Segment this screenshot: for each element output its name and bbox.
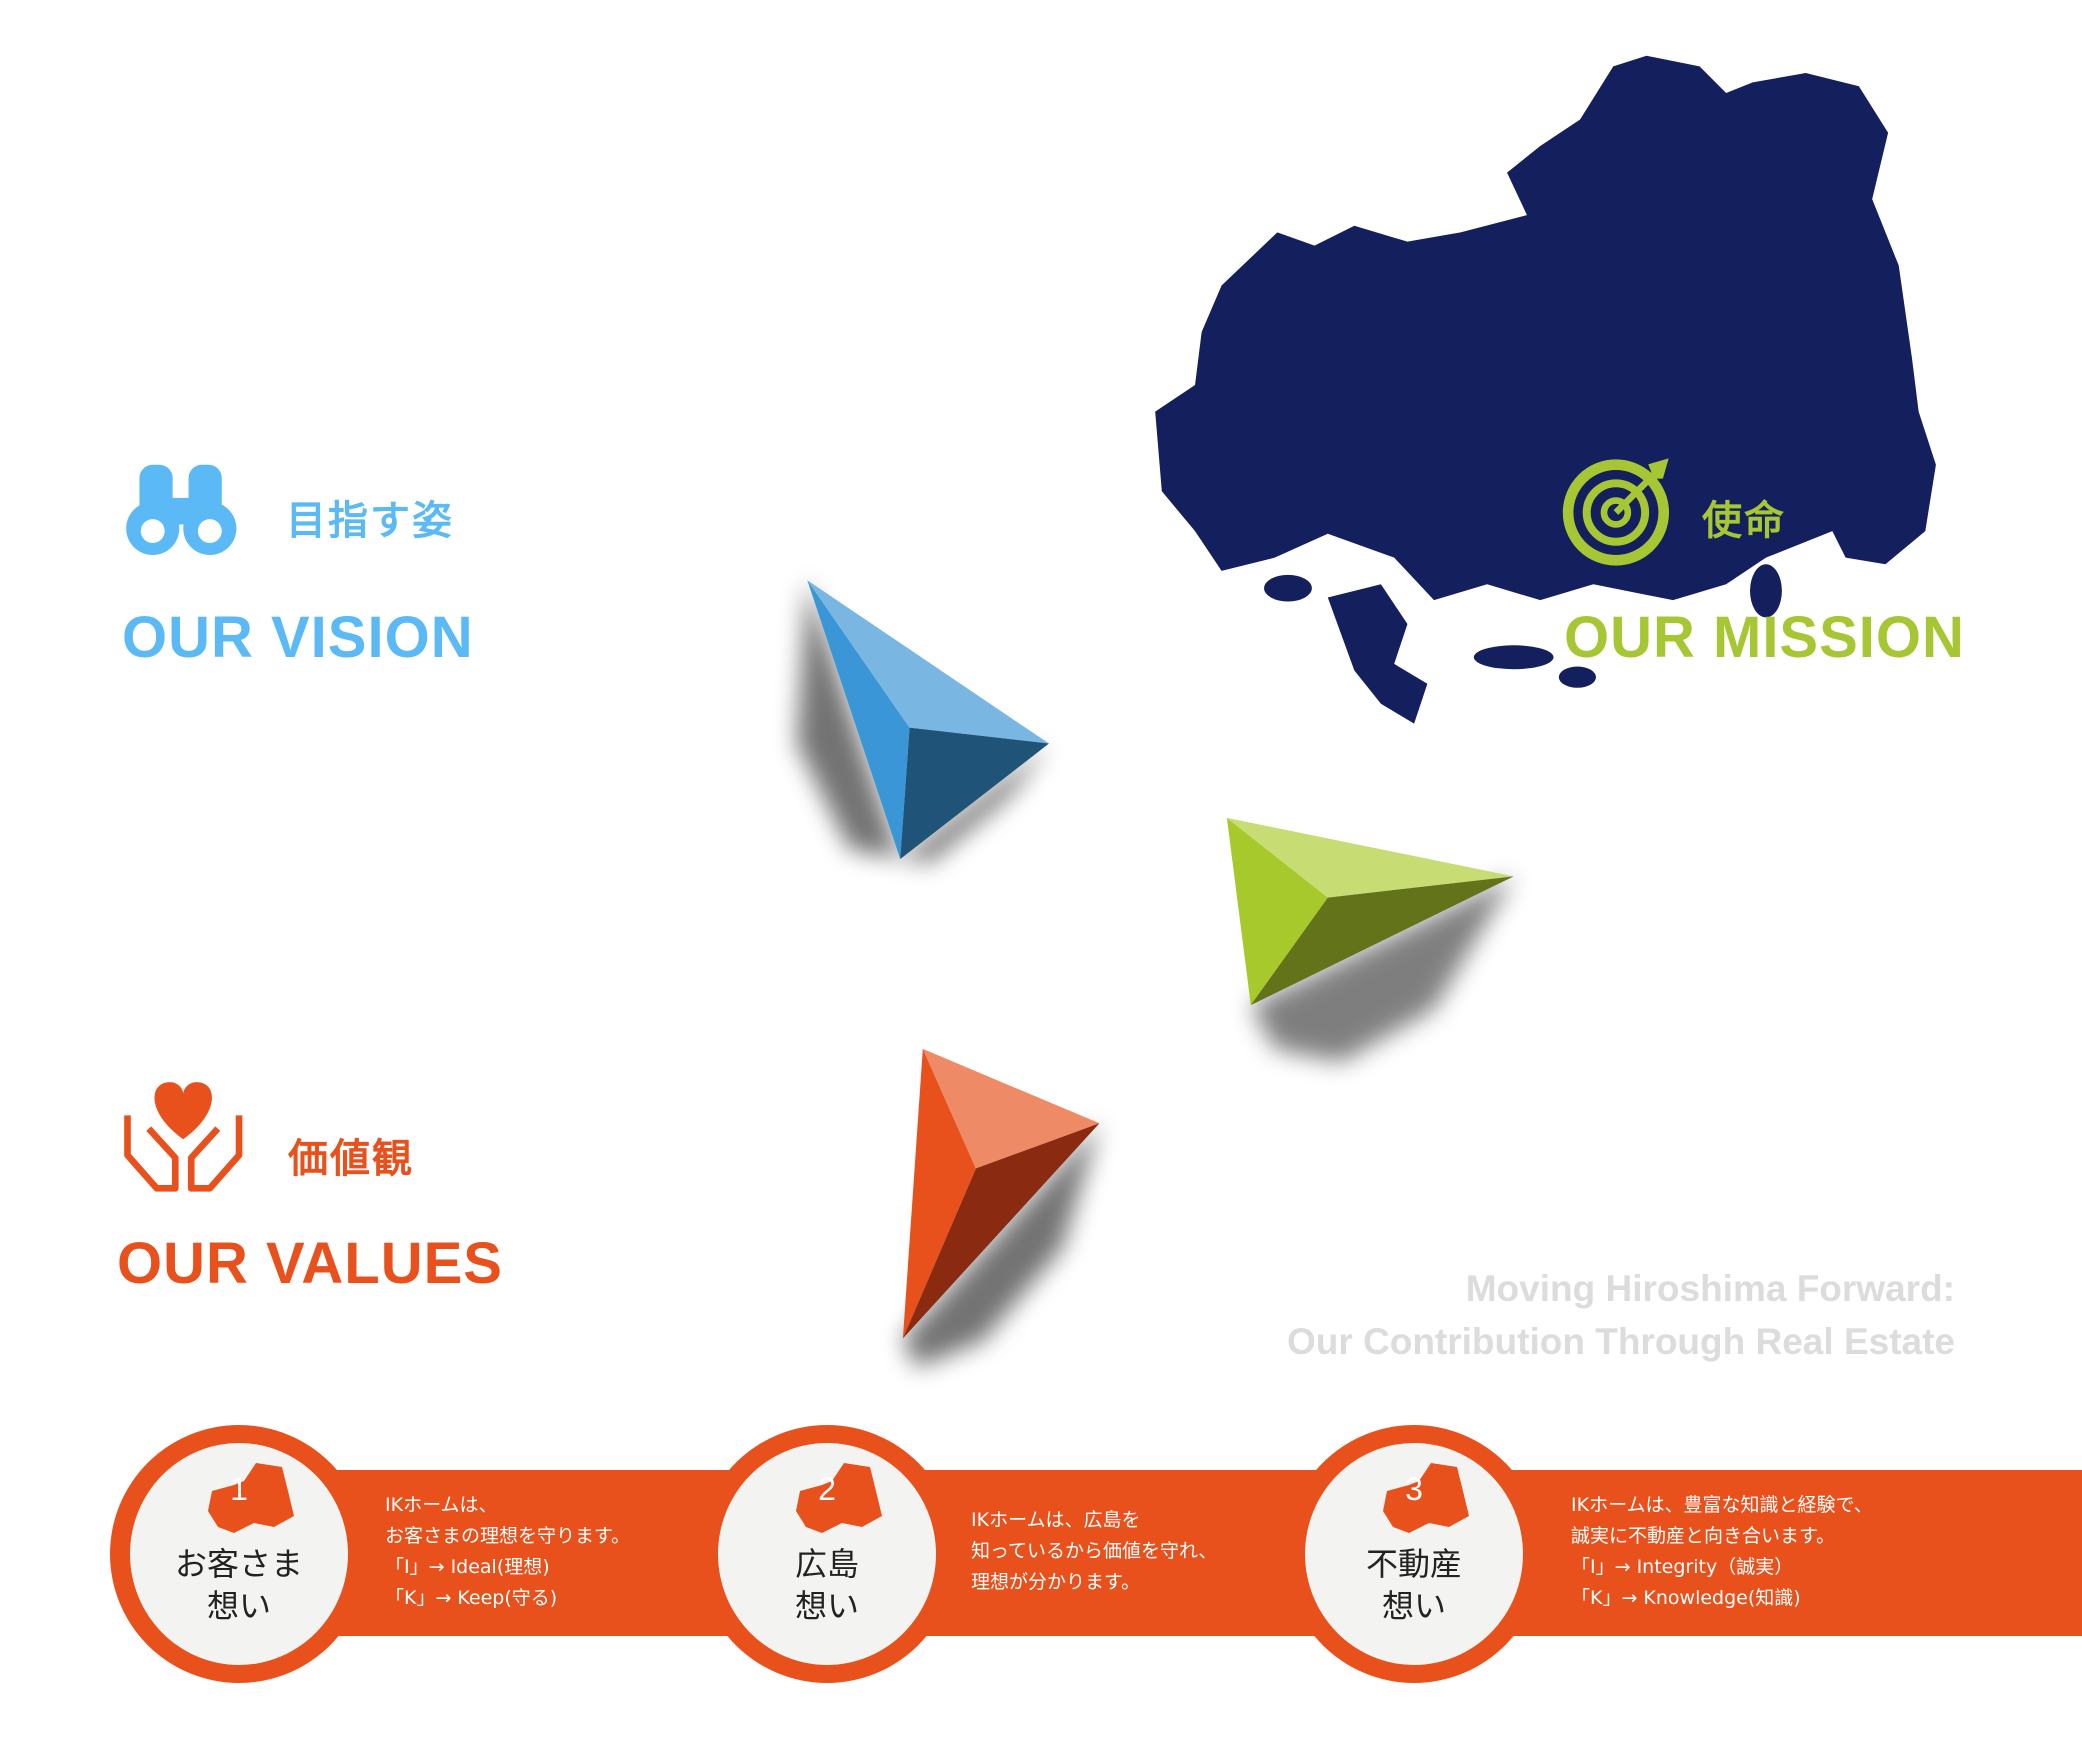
values-band [239,1470,2082,1636]
value-item-2-badge: 2 広島想い [698,1425,956,1683]
pyramid-orange [902,1048,1100,1368]
value-subtitle: 想い [1381,1587,1446,1625]
binoculars-icon [126,464,237,556]
desc-line: 誠実に不動産と向き合います。 [1571,1525,1836,1547]
desc-line: 理想が分かります。 [971,1571,1141,1593]
vision-en-heading: OUR VISION [122,605,474,670]
desc-line: IKホームは、 [385,1494,498,1516]
heart-hands-icon [124,1082,243,1192]
desc-line: 「K」→ Keep(守る) [385,1587,558,1609]
tagline-line2: Our Contribution Through Real Estate [1286,1321,1955,1362]
value-item-2-description: IKホームは、広島を 知っているから価値を守れ、 理想が分かります。 [971,1505,1217,1598]
desc-line: 知っているから価値を守れ、 [971,1540,1218,1562]
pyramid-blue [796,580,1049,864]
value-item-3-badge: 3 不動産想い [1285,1425,1543,1683]
tagline: Moving Hiroshima Forward: Our Contributi… [1287,1262,1955,1368]
values-en-heading: OUR VALUES [117,1231,503,1296]
value-item-3-description: IKホームは、豊富な知識と経験で、 誠実に不動産と向き合います。 「I」→ In… [1571,1490,1873,1614]
value-number: 1 [230,1471,248,1507]
desc-line: 「I」→ Ideal(理想) [385,1556,550,1578]
desc-line: IKホームは、広島を [971,1509,1141,1531]
value-title: 不動産 [1365,1545,1462,1583]
desc-line: IKホームは、豊富な知識と経験で、 [1571,1494,1873,1516]
desc-line: 「I」→ Integrity（誠実） [1571,1556,1794,1578]
mission-en-heading: OUR MISSION [1564,605,1965,670]
desc-line: 「K」→ Knowledge(知識) [1571,1587,1801,1609]
values-jp-heading: 価値観 [288,1136,414,1182]
mission-jp-heading: 使命 [1702,498,1786,544]
hiroshima-mini-map-icon [796,1463,882,1533]
pyramid-green [1226,817,1514,1063]
hiroshima-mini-map-icon [208,1463,294,1533]
value-title: お客さま [174,1545,303,1583]
value-item-1-description: IKホームは、 お客さまの理想を守ります。 「I」→ Ideal(理想) 「K」… [385,1490,630,1614]
value-title: 広島 [794,1545,859,1583]
value-number: 2 [818,1471,836,1507]
value-item-1-badge: 1 お客さま想い [110,1425,368,1683]
desc-line: お客さまの理想を守ります。 [385,1525,631,1547]
target-icon [1562,458,1670,566]
value-number: 3 [1405,1471,1423,1507]
value-subtitle: 想い [794,1587,859,1625]
value-subtitle: 想い [206,1587,271,1625]
tagline-line1: Moving Hiroshima Forward: [1465,1268,1955,1309]
hiroshima-mini-map-icon [1383,1463,1469,1533]
vision-jp-heading: 目指す姿 [286,498,454,544]
hiroshima-map [1155,55,1936,724]
